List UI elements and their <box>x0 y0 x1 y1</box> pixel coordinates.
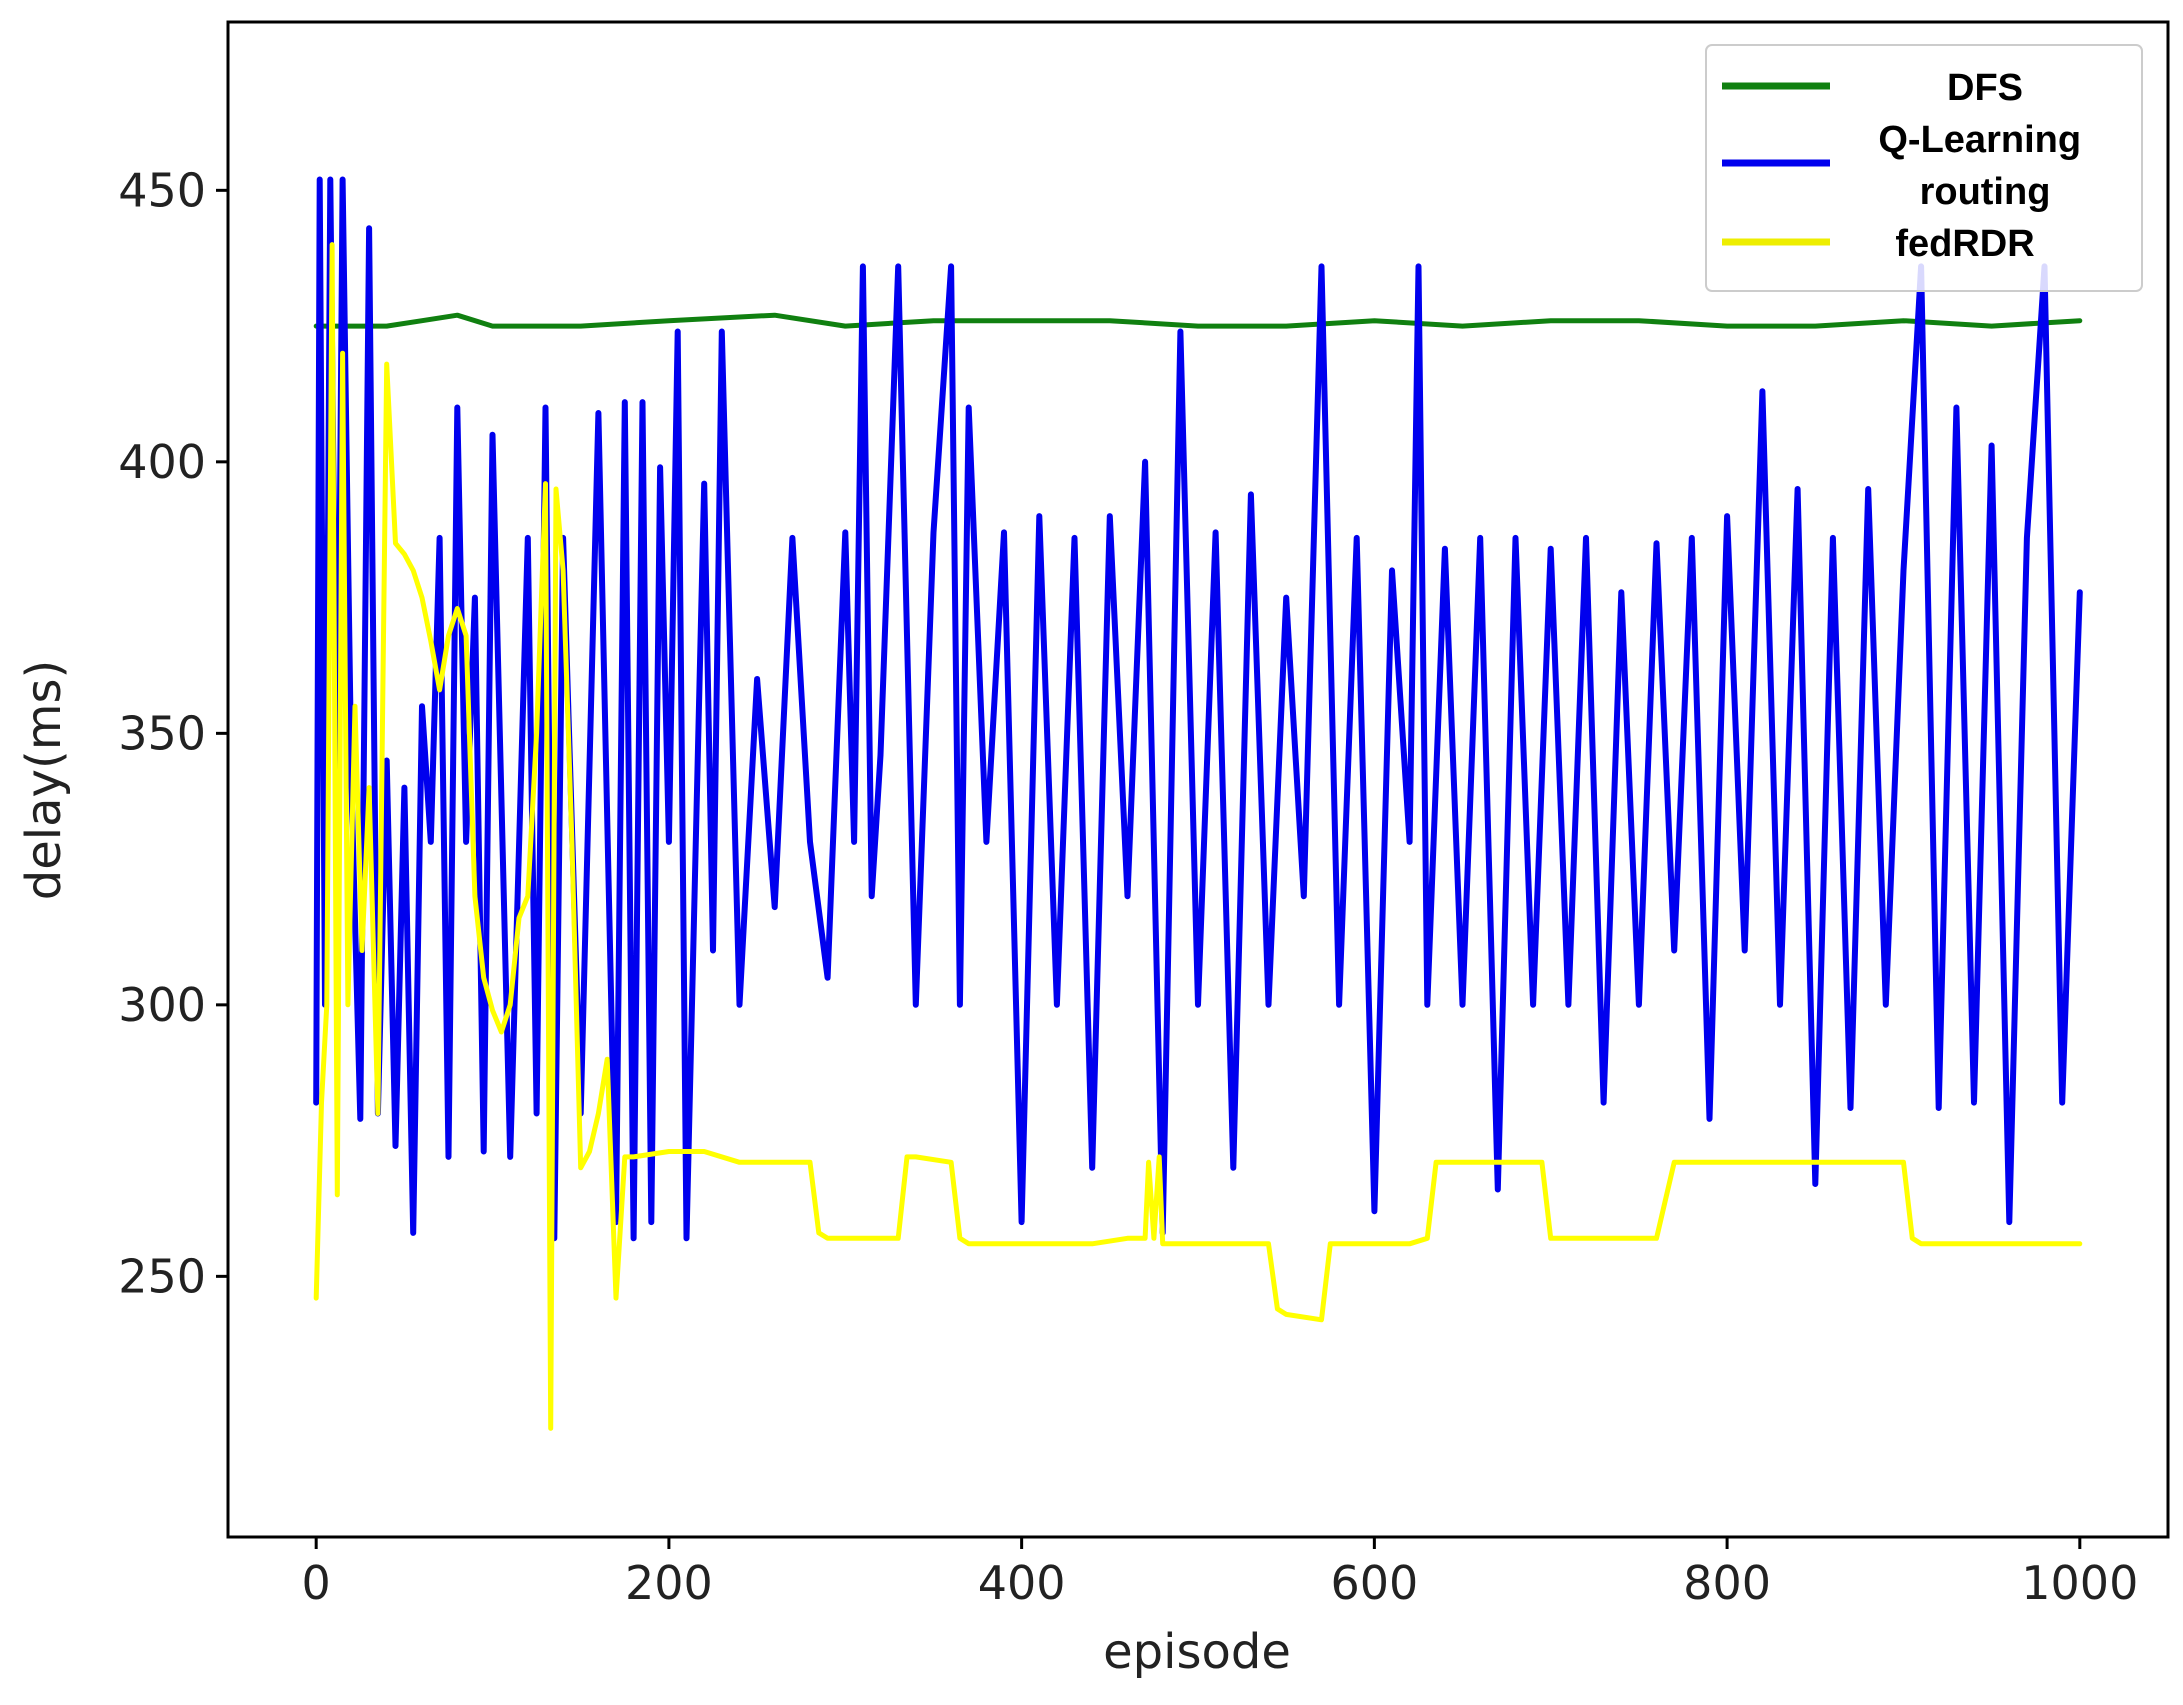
series-line-q-learning-routing <box>313 176 2083 1242</box>
series-layer <box>313 176 2083 1431</box>
y-tick-label: 400 <box>118 435 206 489</box>
legend-box <box>1705 44 2143 292</box>
y-axis-title: delay(ms) <box>16 660 72 900</box>
x-axis-title: episode <box>1103 1624 1291 1680</box>
y-tick-label: 300 <box>118 978 206 1032</box>
legend-label-q-learning-line1: Q-Learning <box>1878 119 2081 161</box>
y-tick-label: 250 <box>118 1249 206 1303</box>
series-line-fedrdr <box>313 242 2083 1431</box>
x-tick-label: 400 <box>978 1556 1066 1610</box>
x-tick-label: 1000 <box>2021 1556 2138 1610</box>
plot-frame <box>226 20 2170 1539</box>
legend-label-fedrdr: fedRDR <box>1895 223 2034 265</box>
series-line-dfs <box>313 312 2083 329</box>
legend: DFS Q-Learning routing fedRDR <box>1705 44 2143 292</box>
x-tick-label: 800 <box>1683 1556 1771 1610</box>
x-tick-label: 0 <box>302 1556 331 1610</box>
y-tick-label: 350 <box>118 706 206 760</box>
legend-label-dfs: DFS <box>1947 67 2023 109</box>
x-axis: 0 200 400 600 800 1000 <box>302 1537 2138 1610</box>
legend-label-q-learning: Q-Learning routing <box>1878 119 2091 213</box>
legend-label-q-learning-line2: routing <box>1920 171 2051 213</box>
x-tick-label: 600 <box>1330 1556 1418 1610</box>
y-axis: 250 300 350 400 450 <box>118 163 228 1303</box>
y-tick-label: 450 <box>118 163 206 217</box>
x-tick-label: 200 <box>625 1556 713 1610</box>
